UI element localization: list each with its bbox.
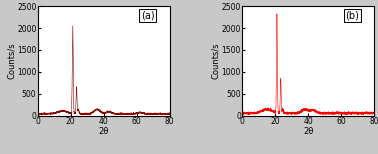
X-axis label: 2θ: 2θ [99, 127, 109, 136]
X-axis label: 2θ: 2θ [303, 127, 313, 136]
Y-axis label: Counts/s: Counts/s [7, 43, 15, 79]
Y-axis label: Counts/s: Counts/s [211, 43, 220, 79]
Text: (b): (b) [345, 10, 359, 20]
Text: (a): (a) [141, 10, 154, 20]
